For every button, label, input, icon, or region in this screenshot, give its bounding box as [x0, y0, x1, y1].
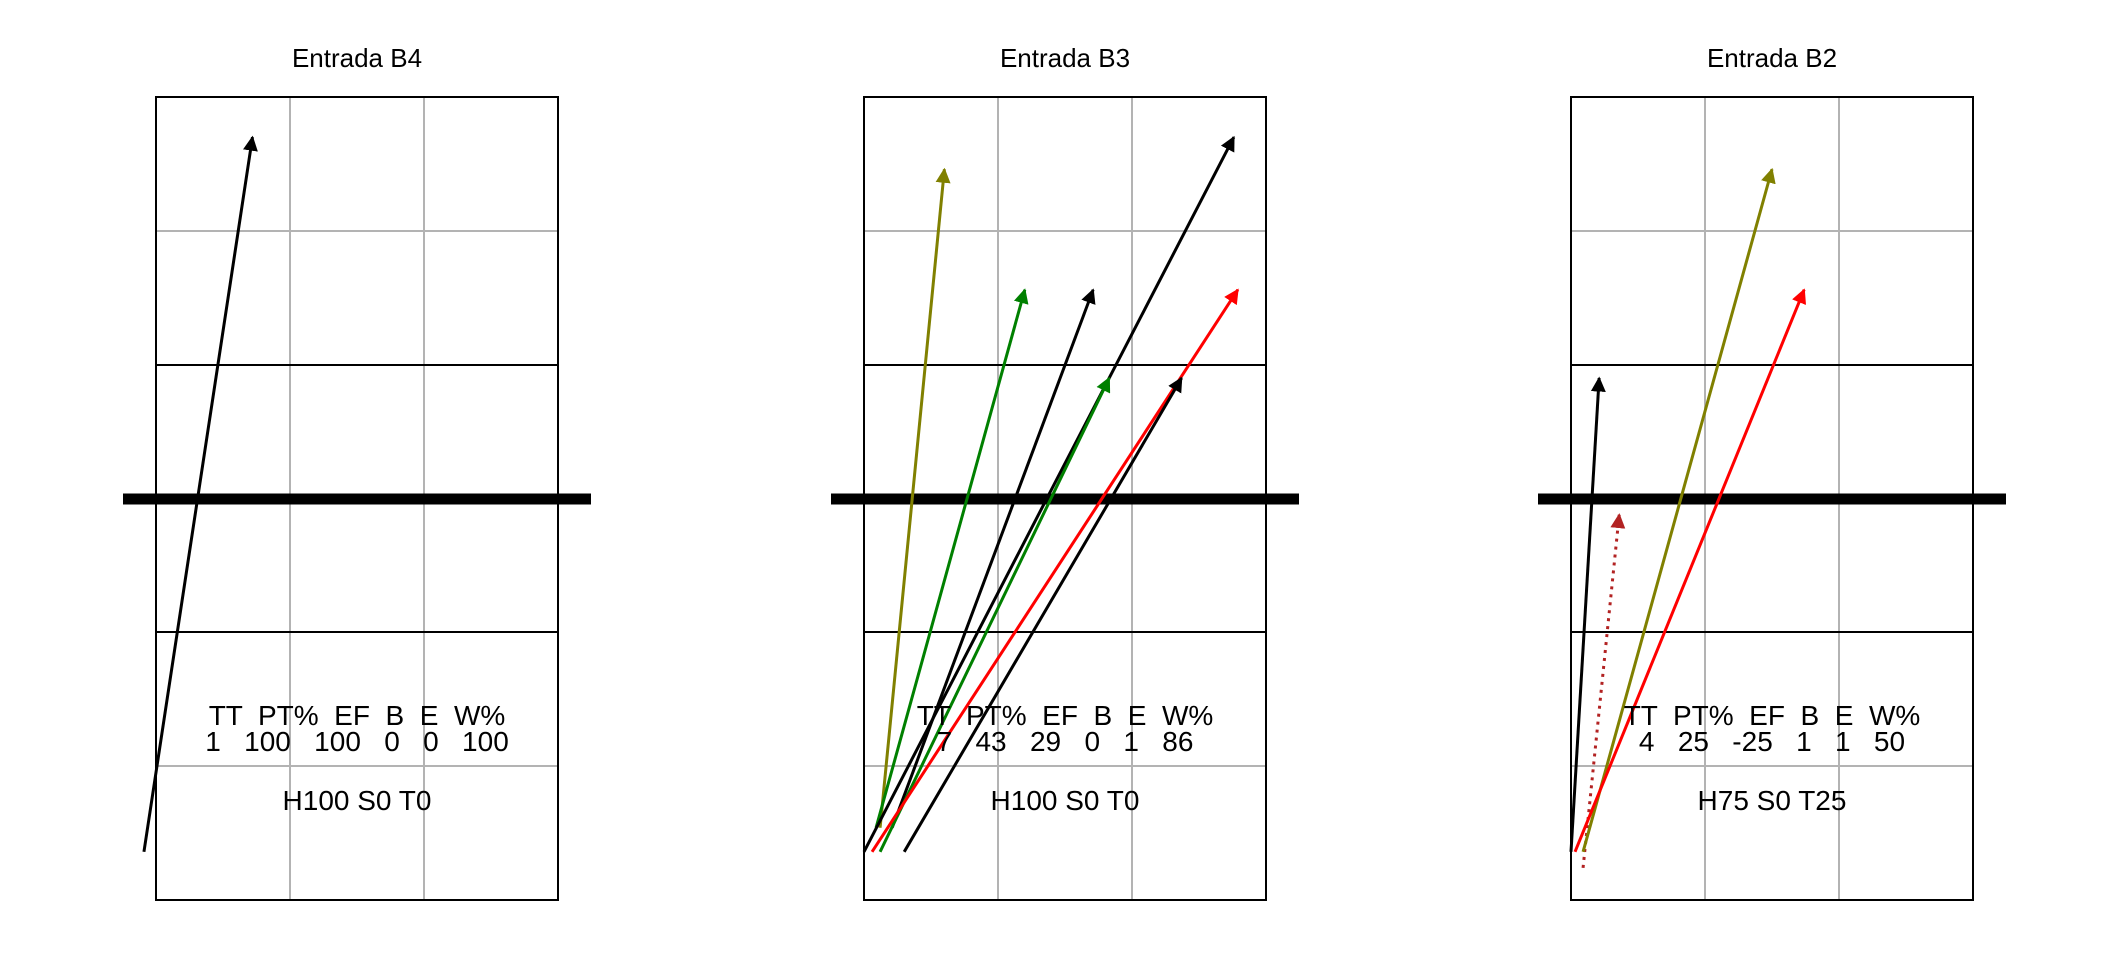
attack-arrow — [1573, 288, 1807, 853]
stats-values: 7 43 29 0 1 86 — [937, 726, 1194, 757]
arrow-group — [862, 135, 1240, 853]
court-panel-b4: Entrada B4 TT PT% EF B E W% 1 100 100 0 … — [123, 43, 591, 901]
court-panel-b2: Entrada B2 TT PT% EF B E W% 4 25 -25 1 1… — [1538, 43, 2006, 901]
zone-distribution: H75 S0 T25 — [1698, 785, 1847, 816]
stats-header: TT PT% EF B E W% — [917, 700, 1214, 731]
attack-arrow — [1581, 513, 1626, 869]
attack-arrow — [1569, 376, 1606, 852]
attack-arrow — [902, 376, 1183, 853]
stats-header: TT PT% EF B E W% — [1624, 700, 1921, 731]
attack-arrow — [878, 376, 1111, 853]
zone-distribution: H100 S0 T0 — [283, 785, 432, 816]
stats-values: 4 25 -25 1 1 50 — [1639, 726, 1905, 757]
attack-arrow — [862, 135, 1236, 853]
attack-arrow — [142, 135, 258, 853]
attack-arrow — [874, 288, 1029, 829]
arrow-group — [142, 135, 258, 853]
stats-header: TT PT% EF B E W% — [209, 700, 506, 731]
panel-title: Entrada B2 — [1707, 43, 1837, 73]
panel-title: Entrada B3 — [1000, 43, 1130, 73]
zone-distribution: H100 S0 T0 — [991, 785, 1140, 816]
arrow-group — [1569, 167, 1807, 869]
panel-title: Entrada B4 — [292, 43, 422, 73]
attack-arrow — [870, 288, 1240, 853]
attack-arrow — [878, 167, 951, 828]
stats-values: 1 100 100 0 0 100 — [205, 726, 509, 757]
attack-arrow — [890, 288, 1096, 829]
attack-arrow — [1581, 167, 1776, 853]
court-panel-b3: Entrada B3 TT PT% EF B E W% 7 43 29 0 1 … — [831, 43, 1299, 901]
